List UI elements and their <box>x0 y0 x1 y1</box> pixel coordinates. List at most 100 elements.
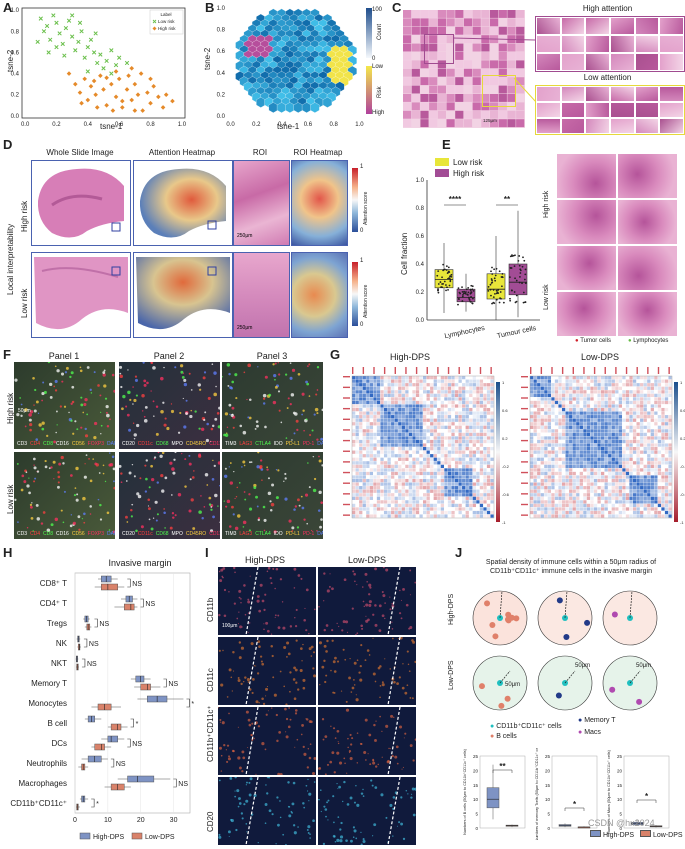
panel-g-cell <box>451 397 455 401</box>
panel-g-cell <box>373 422 377 426</box>
panel-f-cell <box>277 469 280 472</box>
panel-f-cell <box>112 467 115 471</box>
panel-g-cell <box>366 404 370 408</box>
panel-i-cell <box>327 819 329 821</box>
panel-f-cell <box>148 486 151 489</box>
panel-g-cell <box>433 514 437 518</box>
panel-g-cell <box>654 379 658 383</box>
panel-g-cell <box>437 415 441 419</box>
panel-g-cell <box>387 447 391 451</box>
panel-g-cell <box>569 507 573 511</box>
panel-a-point-high-risk <box>132 108 138 113</box>
panel-g-cell <box>647 383 651 387</box>
panel-g-cell <box>586 439 591 444</box>
panel-g-cell <box>597 464 601 469</box>
panel-g-cell <box>608 436 612 440</box>
panel-g-cell <box>544 443 548 447</box>
panel-i-cell <box>410 793 413 795</box>
panel-a-point-high-risk <box>72 81 78 87</box>
panel-g-cell <box>426 397 430 401</box>
panel-i-cell <box>324 735 328 738</box>
panel-g-cell <box>569 432 573 437</box>
panel-g-cell <box>586 461 591 465</box>
panel-i-cell <box>303 618 306 622</box>
panel-g-cell <box>647 482 651 486</box>
panel-g-cell <box>415 407 420 412</box>
panel-g-cell <box>380 397 384 401</box>
panel-f-cell <box>150 390 152 392</box>
panel-g-cell <box>437 468 441 472</box>
panel-g-cell <box>359 407 363 412</box>
panel-g-cell <box>376 390 381 394</box>
panel-f-cell <box>80 396 83 399</box>
panel-g-cell <box>401 400 405 405</box>
panel-c-wsi-tile <box>446 77 455 86</box>
panel-f-cell <box>108 463 112 467</box>
panel-g-cell <box>576 415 580 419</box>
panel-e-point <box>445 265 448 268</box>
panel-g-row-label <box>343 450 350 452</box>
panel-g-cell <box>394 397 398 401</box>
panel-j-ytick: 25 <box>473 754 479 759</box>
panel-g-cell <box>401 379 405 383</box>
panel-c-wsi-tile <box>490 94 499 102</box>
panel-c-wsi-tile <box>437 60 446 69</box>
panel-j-ytick: 0 <box>475 826 478 831</box>
panel-g-cell <box>561 397 566 401</box>
panel-g-cell <box>668 493 672 497</box>
panel-g-cell <box>622 376 626 380</box>
panel-g-cell <box>462 404 466 408</box>
panel-g-cell <box>668 450 672 454</box>
panel-g-cell <box>440 376 445 380</box>
panel-f-cell <box>132 403 134 405</box>
panel-e-ytick: 0.2 <box>416 290 425 296</box>
panel-g-cell <box>576 376 580 380</box>
panel-g-cell <box>401 450 405 454</box>
panel-f-cell <box>71 385 75 389</box>
panel-g-cell <box>576 457 580 461</box>
panel-f-cell <box>289 403 292 406</box>
panel-g-cell <box>412 468 416 472</box>
panel-g-cell <box>430 432 434 437</box>
panel-e-xtick: Lymphocytes <box>444 325 486 340</box>
panel-g-cell <box>608 376 612 380</box>
panel-b-xtick: 0.4 <box>278 122 287 128</box>
panel-g-cell <box>362 393 366 398</box>
panel-i-cell <box>233 670 235 672</box>
panel-c-wsi-tile <box>507 110 516 119</box>
panel-g-cell <box>611 411 615 415</box>
panel-g-cell <box>469 379 473 383</box>
panel-g-cell <box>472 454 476 458</box>
panel-g-cell <box>615 507 619 511</box>
panel-g-cell <box>551 496 555 500</box>
panel-e-point <box>437 270 440 272</box>
panel-g-cell <box>465 507 469 511</box>
panel-i-cell <box>374 680 377 683</box>
panel-g-cell <box>664 496 669 500</box>
panel-g-cell <box>383 439 388 444</box>
panel-g-cell <box>640 475 644 479</box>
panel-g-cell <box>565 493 569 497</box>
panel-g-cell <box>391 486 395 490</box>
panel-g-cell <box>547 404 552 408</box>
panel-d-row-low: Low risk <box>20 288 29 318</box>
panel-i-margin-line <box>387 707 401 775</box>
panel-f-cell <box>229 525 232 528</box>
panel-g-col-label <box>490 367 492 374</box>
panel-f-cell <box>145 459 148 462</box>
panel-g-cell <box>565 486 569 490</box>
panel-c-low-box <box>482 75 516 107</box>
panel-g-cell <box>465 397 469 401</box>
panel-g-cell <box>465 404 469 408</box>
panel-i-cell <box>264 803 268 806</box>
panel-g-cell <box>423 386 427 390</box>
panel-label-e: E <box>442 137 451 152</box>
panel-g-cell <box>433 422 437 426</box>
panel-g-cell <box>604 383 608 387</box>
panel-g-cell <box>554 489 559 493</box>
panel-i-cell <box>257 640 261 644</box>
panel-g-cell <box>430 429 434 433</box>
panel-g-cell <box>615 376 619 380</box>
panel-g-cell <box>540 478 544 483</box>
panel-g-cell <box>472 461 476 465</box>
